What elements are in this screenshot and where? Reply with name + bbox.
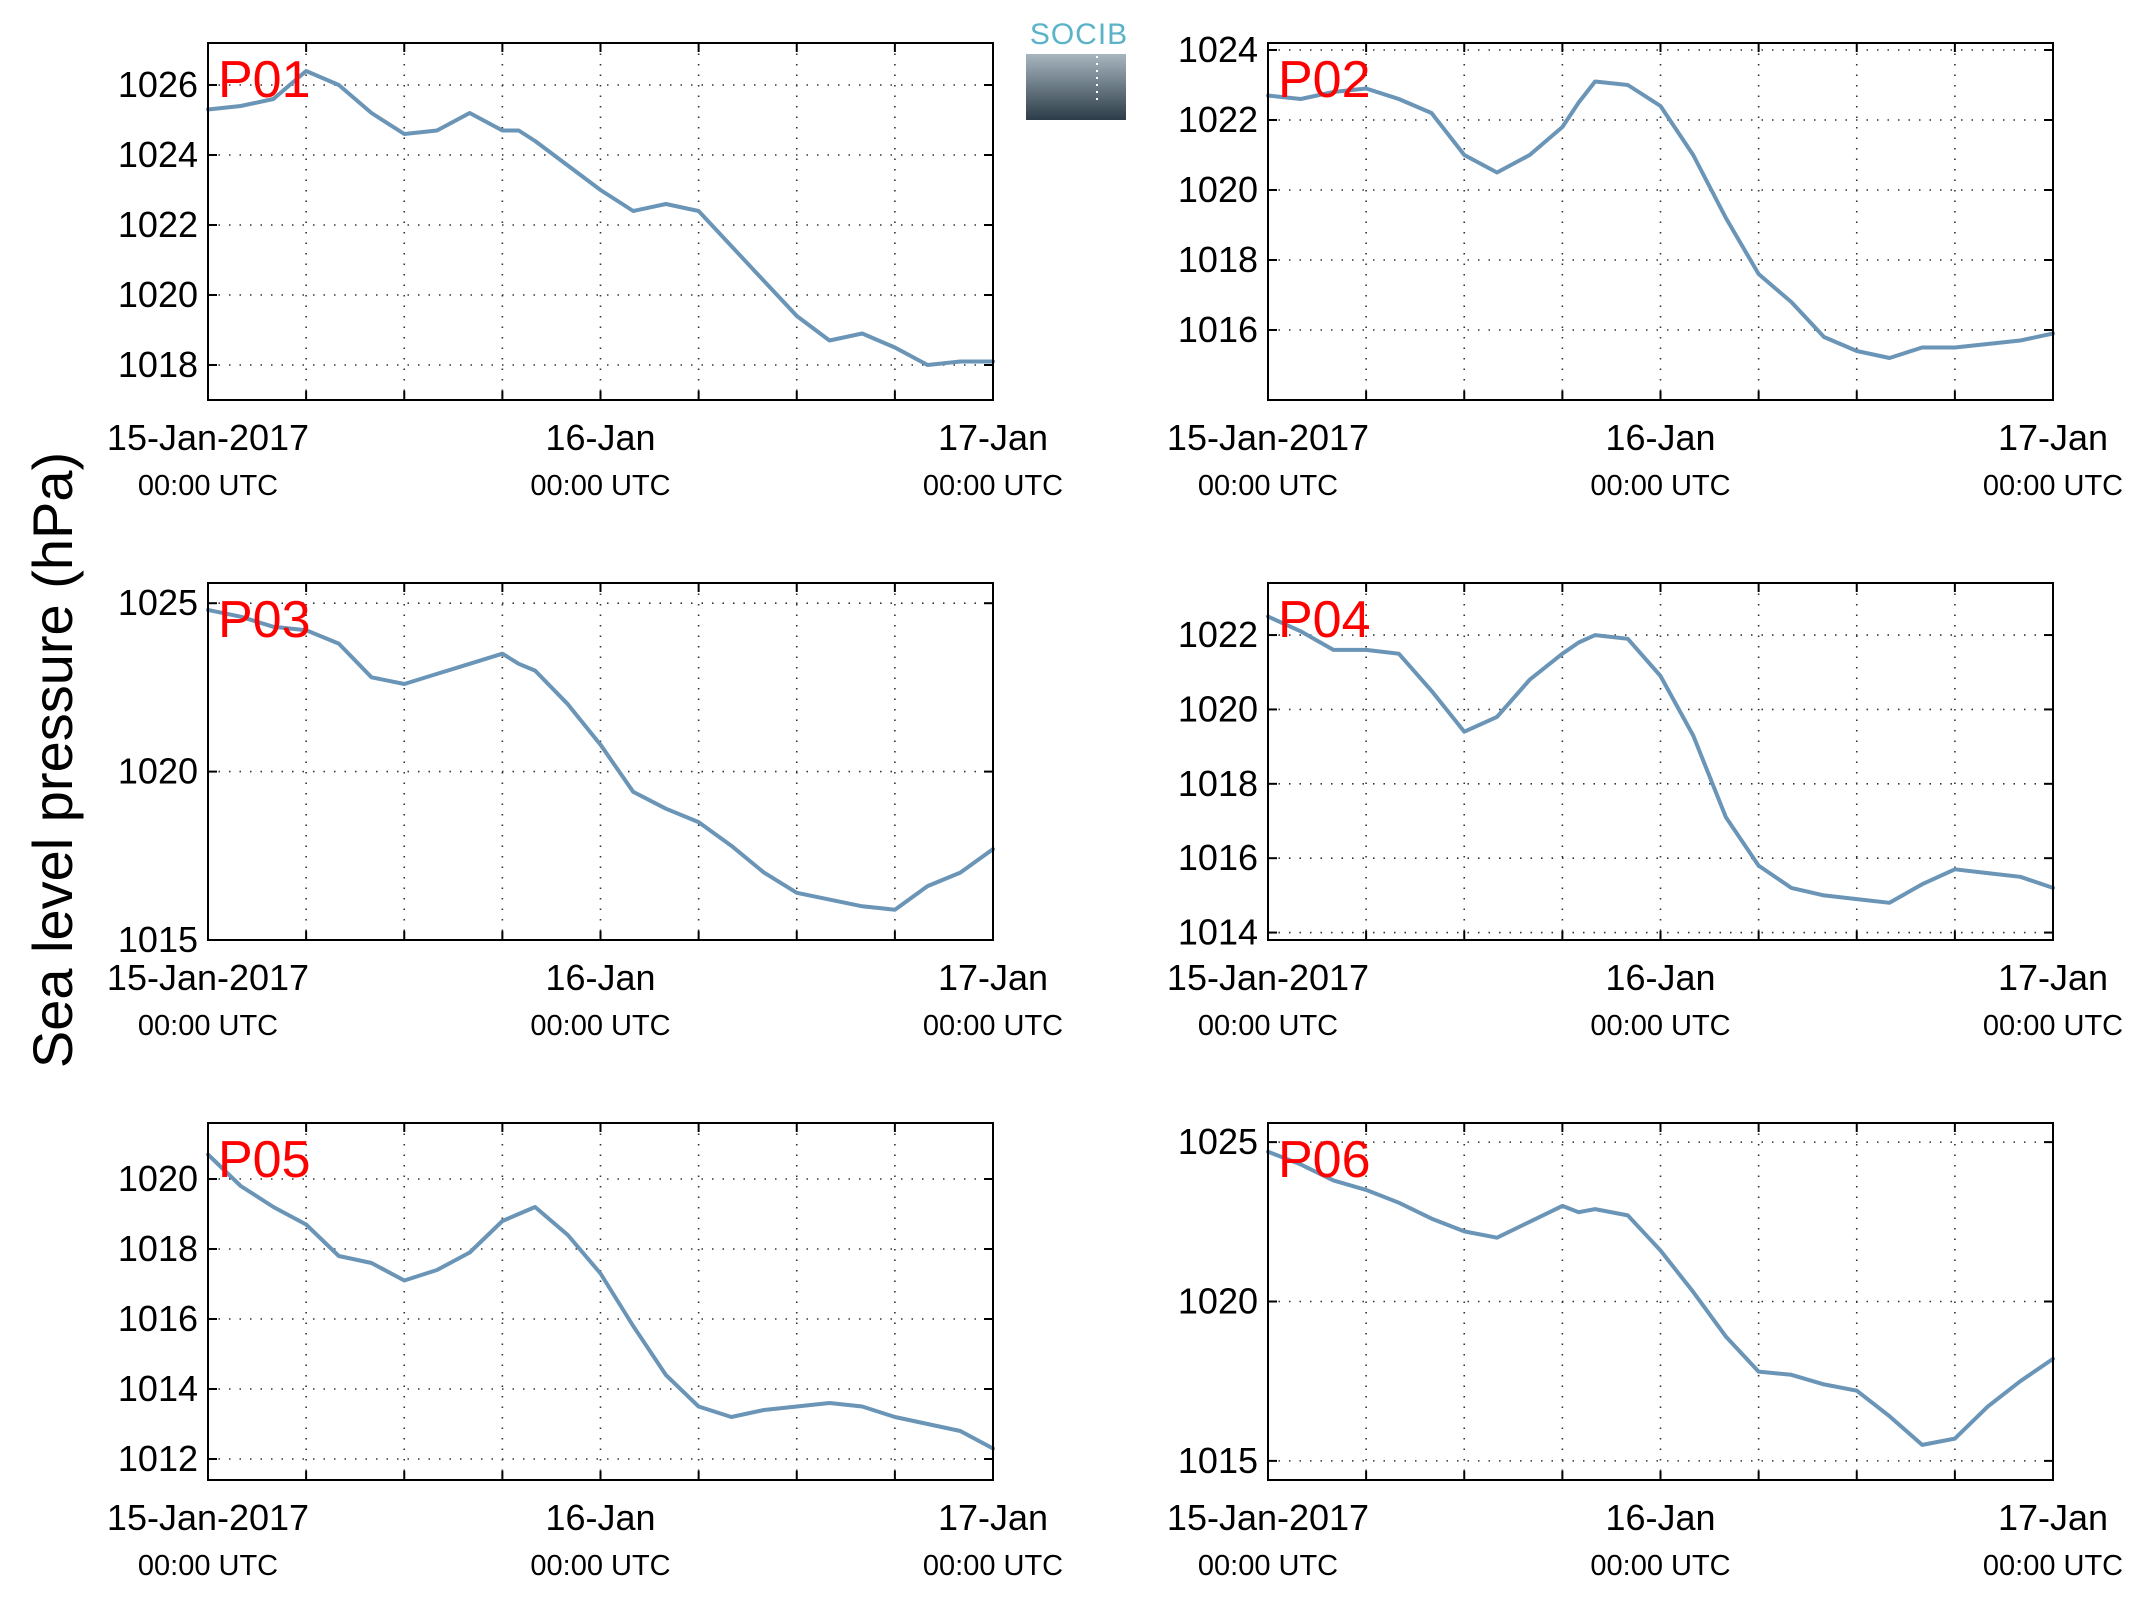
panel-p03: 1015 1020 1025 15-Jan-2017 00:00 UTC 16-Jan 00…	[107, 582, 1063, 1042]
panel-p06: 1015 1020 1025 15-Jan-2017 00:00 UTC 16-Jan 00…	[1167, 1121, 2123, 1582]
panel-p04: 1014 1016 1018 1020 1022 15-Jan-2017 00:00 UTC…	[1167, 582, 2123, 1042]
x-tick-sublabel: 00:00 UTC	[138, 470, 278, 502]
logo-emblem	[1026, 54, 1126, 120]
panel-p01: 1018 1020 1022 1024 1026 15-Jan-2017 00:00 UTC…	[107, 42, 1063, 502]
x-tick-sublabel: 00:00 UTC	[1198, 1010, 1338, 1042]
y-axis-label: Sea level pressure (hPa)	[21, 452, 84, 1068]
panel-p05: 1012 1014 1016 1018 1020 15-Jan-2017 00:00 UTC…	[107, 1122, 1063, 1582]
x-tick-label: 17-Jan	[938, 957, 1048, 998]
x-tick-label: 15-Jan-2017	[1167, 417, 1369, 458]
logo-text: SOCIB	[1030, 18, 1128, 51]
x-tick-sublabel: 00:00 UTC	[1983, 1010, 2123, 1042]
x-tick-label: 15-Jan-2017	[1167, 1497, 1369, 1538]
x-tick-label: 17-Jan	[1998, 957, 2108, 998]
panel-label: P02	[1278, 51, 1371, 109]
socib-logo: SOCIB	[1026, 18, 1128, 120]
panel-label: P06	[1278, 1131, 1371, 1189]
y-tick-label: 1022	[1178, 614, 1258, 655]
x-tick-label: 16-Jan	[545, 1497, 655, 1538]
x-tick-sublabel: 00:00 UTC	[1983, 470, 2123, 502]
x-tick-label: 15-Jan-2017	[107, 417, 309, 458]
y-tick-label: 1020	[1178, 1281, 1258, 1322]
x-tick-sublabel: 00:00 UTC	[1590, 470, 1730, 502]
x-tick-sublabel: 00:00 UTC	[530, 1010, 670, 1042]
panel-label: P04	[1278, 591, 1371, 649]
x-tick-sublabel: 00:00 UTC	[1198, 1550, 1338, 1582]
x-tick-label: 16-Jan	[1605, 1497, 1715, 1538]
panel-label: P01	[218, 51, 311, 109]
series-line	[206, 607, 995, 912]
series-line	[206, 69, 995, 367]
x-tick-sublabel: 00:00 UTC	[530, 1550, 670, 1582]
x-tick-label: 17-Jan	[938, 417, 1048, 458]
y-tick-label: 1026	[118, 64, 198, 105]
y-tick-label: 1012	[118, 1438, 198, 1479]
series-line	[206, 1152, 995, 1451]
x-tick-sublabel: 00:00 UTC	[923, 1550, 1063, 1582]
y-tick-label: 1014	[118, 1368, 198, 1409]
y-tick-label: 1022	[1178, 99, 1258, 140]
x-tick-sublabel: 00:00 UTC	[923, 470, 1063, 502]
y-tick-label: 1020	[1178, 169, 1258, 210]
y-tick-label: 1016	[1178, 309, 1258, 350]
x-tick-sublabel: 00:00 UTC	[138, 1010, 278, 1042]
x-tick-label: 15-Jan-2017	[107, 957, 309, 998]
y-tick-label: 1015	[1178, 1440, 1258, 1481]
series-line	[1266, 79, 2055, 360]
x-tick-sublabel: 00:00 UTC	[1983, 1550, 2123, 1582]
x-tick-sublabel: 00:00 UTC	[530, 470, 670, 502]
y-tick-label: 1015	[118, 919, 198, 960]
y-tick-label: 1014	[1178, 912, 1258, 953]
series-line	[1266, 614, 2055, 905]
y-tick-label: 1025	[118, 582, 198, 623]
x-tick-label: 16-Jan	[1605, 417, 1715, 458]
series-line	[1266, 1149, 2055, 1447]
y-tick-label: 1025	[1178, 1121, 1258, 1162]
y-tick-label: 1018	[118, 1228, 198, 1269]
y-tick-label: 1020	[118, 274, 198, 315]
x-tick-sublabel: 00:00 UTC	[923, 1010, 1063, 1042]
x-tick-label: 17-Jan	[938, 1497, 1048, 1538]
x-tick-sublabel: 00:00 UTC	[1590, 1010, 1730, 1042]
y-tick-label: 1018	[118, 344, 198, 385]
y-tick-label: 1018	[1178, 239, 1258, 280]
panel-label: P05	[218, 1131, 311, 1189]
y-tick-label: 1016	[1178, 837, 1258, 878]
y-tick-label: 1020	[118, 751, 198, 792]
y-tick-label: 1020	[118, 1158, 198, 1199]
x-tick-sublabel: 00:00 UTC	[1590, 1550, 1730, 1582]
x-tick-label: 17-Jan	[1998, 1497, 2108, 1538]
y-tick-label: 1024	[1178, 29, 1258, 70]
x-tick-label: 15-Jan-2017	[1167, 957, 1369, 998]
y-tick-label: 1020	[1178, 688, 1258, 729]
x-tick-sublabel: 00:00 UTC	[1198, 470, 1338, 502]
x-tick-sublabel: 00:00 UTC	[138, 1550, 278, 1582]
x-tick-label: 16-Jan	[545, 957, 655, 998]
x-tick-label: 17-Jan	[1998, 417, 2108, 458]
panel-p02: 1016 1018 1020 1022 1024 15-Jan-2017 00:00 UTC…	[1167, 29, 2123, 502]
y-tick-label: 1022	[118, 204, 198, 245]
panels: 1018 1020 1022 1024 1026 15-Jan-2017 00:00 UTC…	[107, 29, 2123, 1582]
y-tick-label: 1024	[118, 134, 198, 175]
panel-label: P03	[218, 591, 311, 649]
x-tick-label: 16-Jan	[545, 417, 655, 458]
x-tick-label: 15-Jan-2017	[107, 1497, 309, 1538]
y-tick-label: 1016	[118, 1298, 198, 1339]
x-tick-label: 16-Jan	[1605, 957, 1715, 998]
y-tick-label: 1018	[1178, 763, 1258, 804]
